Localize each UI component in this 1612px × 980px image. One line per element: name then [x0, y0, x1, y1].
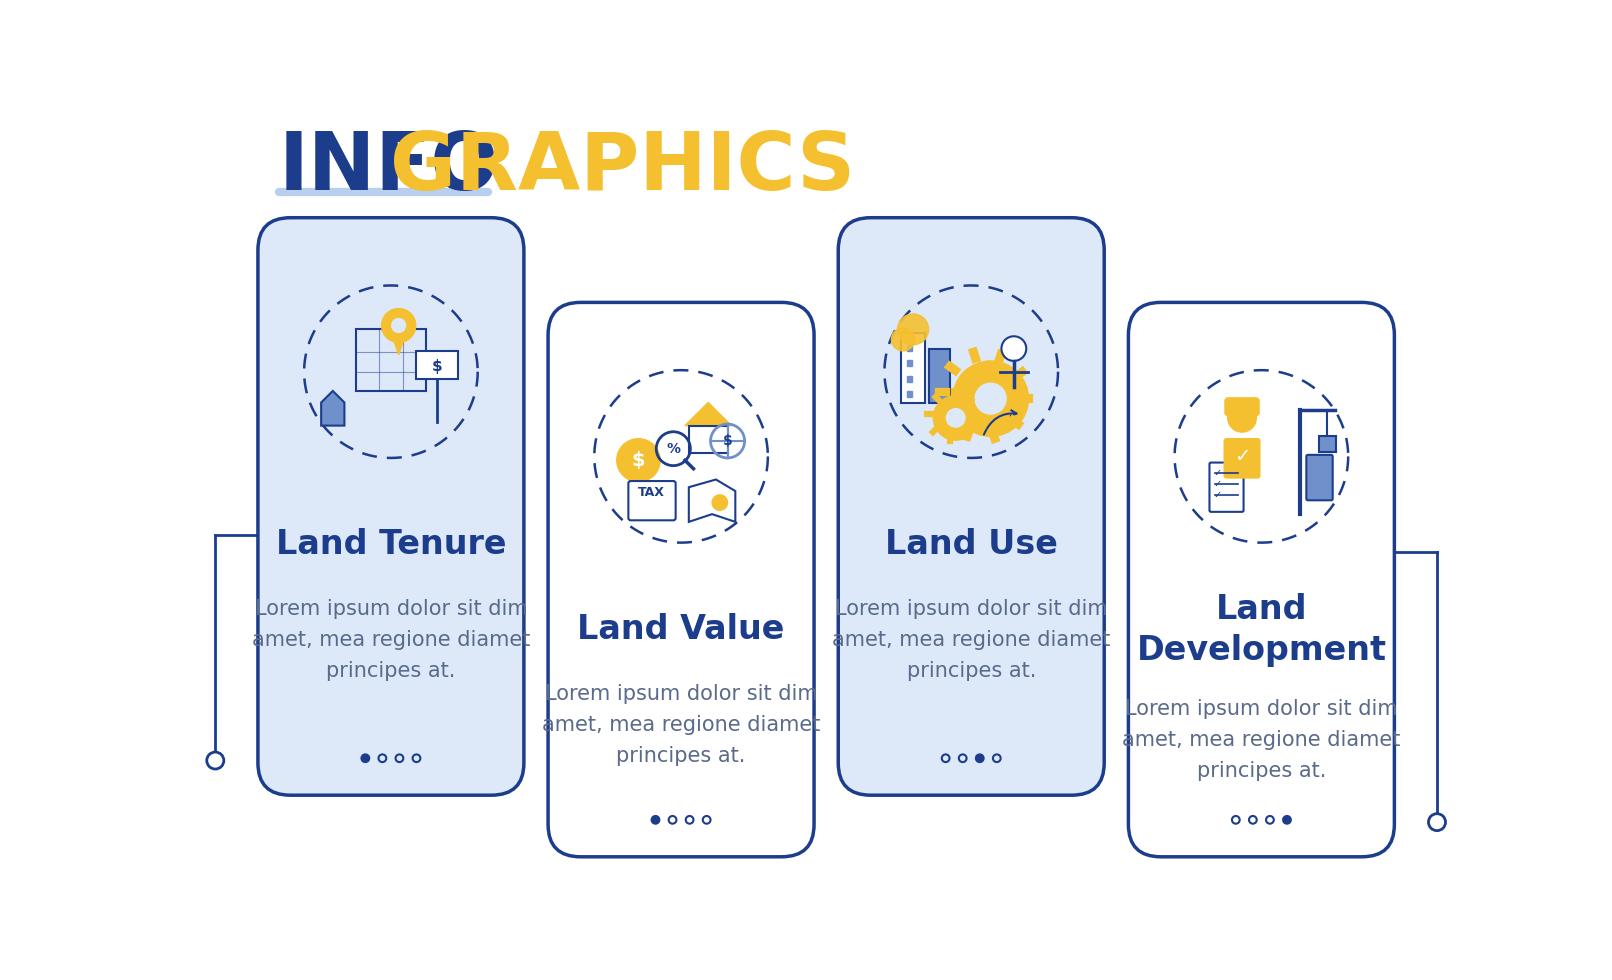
Circle shape: [361, 755, 369, 762]
Circle shape: [953, 362, 1028, 436]
Text: %: %: [666, 442, 680, 456]
Text: Land Tenure: Land Tenure: [276, 528, 506, 562]
FancyBboxPatch shape: [629, 481, 675, 520]
FancyBboxPatch shape: [908, 345, 912, 351]
Bar: [962, 429, 970, 438]
Circle shape: [1228, 404, 1256, 432]
Bar: [972, 416, 978, 419]
Text: Land
Development: Land Development: [1136, 593, 1386, 666]
FancyBboxPatch shape: [901, 333, 925, 403]
Text: Lorem ipsum dolor sit dim
amet, mea regione diamet
principes at.: Lorem ipsum dolor sit dim amet, mea regi…: [542, 684, 821, 766]
Bar: [969, 348, 980, 363]
Text: Lorem ipsum dolor sit dim
amet, mea regione diamet
principes at.: Lorem ipsum dolor sit dim amet, mea regi…: [251, 599, 530, 681]
Bar: [933, 394, 941, 403]
Circle shape: [975, 755, 983, 762]
FancyBboxPatch shape: [929, 349, 951, 403]
Text: TAX: TAX: [638, 486, 666, 499]
Bar: [937, 389, 949, 395]
Bar: [995, 350, 1006, 365]
Bar: [1009, 416, 1024, 428]
Bar: [988, 428, 999, 443]
Text: ✓: ✓: [1214, 490, 1222, 500]
FancyBboxPatch shape: [1128, 303, 1394, 857]
Bar: [962, 426, 974, 441]
Bar: [1012, 368, 1027, 380]
Polygon shape: [685, 403, 732, 425]
FancyBboxPatch shape: [688, 425, 727, 453]
Text: Land Use: Land Use: [885, 528, 1057, 562]
Bar: [966, 397, 974, 405]
FancyBboxPatch shape: [908, 391, 912, 397]
FancyBboxPatch shape: [548, 303, 814, 857]
Circle shape: [617, 439, 661, 482]
Text: $: $: [632, 451, 645, 469]
Bar: [948, 435, 953, 443]
FancyBboxPatch shape: [356, 329, 426, 391]
Bar: [953, 389, 956, 397]
Circle shape: [946, 409, 966, 427]
Circle shape: [975, 383, 1006, 414]
Circle shape: [898, 314, 929, 345]
FancyBboxPatch shape: [416, 351, 458, 378]
Circle shape: [651, 816, 659, 824]
Bar: [1019, 395, 1032, 402]
Text: GRAPHICS: GRAPHICS: [390, 128, 856, 207]
FancyBboxPatch shape: [1209, 463, 1243, 512]
Circle shape: [933, 396, 977, 439]
Circle shape: [382, 309, 416, 342]
Text: Lorem ipsum dolor sit dim
amet, mea regione diamet
principes at.: Lorem ipsum dolor sit dim amet, mea regi…: [1122, 699, 1401, 781]
FancyBboxPatch shape: [258, 218, 524, 795]
FancyBboxPatch shape: [1319, 436, 1336, 452]
FancyBboxPatch shape: [1306, 455, 1333, 501]
Bar: [930, 427, 938, 435]
Circle shape: [1428, 813, 1446, 831]
Text: $: $: [432, 359, 443, 373]
FancyBboxPatch shape: [908, 361, 912, 367]
Bar: [945, 362, 959, 375]
FancyBboxPatch shape: [908, 375, 912, 382]
Circle shape: [392, 318, 406, 332]
Polygon shape: [321, 391, 345, 425]
Text: $: $: [722, 434, 732, 448]
Circle shape: [1001, 336, 1027, 361]
Circle shape: [713, 495, 727, 511]
Text: INFO: INFO: [279, 128, 500, 207]
FancyBboxPatch shape: [838, 218, 1104, 795]
Text: ✓: ✓: [1214, 479, 1222, 489]
Bar: [941, 411, 956, 423]
FancyBboxPatch shape: [1224, 439, 1261, 478]
Bar: [925, 412, 933, 416]
Circle shape: [206, 752, 224, 769]
Text: ✓: ✓: [1233, 447, 1251, 465]
Circle shape: [1283, 816, 1291, 824]
Text: Land Value: Land Value: [577, 613, 785, 646]
Polygon shape: [390, 331, 406, 355]
Text: ✓: ✓: [1214, 468, 1222, 478]
FancyBboxPatch shape: [1225, 398, 1259, 416]
Text: Lorem ipsum dolor sit dim
amet, mea regione diamet
principes at.: Lorem ipsum dolor sit dim amet, mea regi…: [832, 599, 1111, 681]
Circle shape: [891, 327, 914, 351]
Polygon shape: [688, 479, 735, 522]
